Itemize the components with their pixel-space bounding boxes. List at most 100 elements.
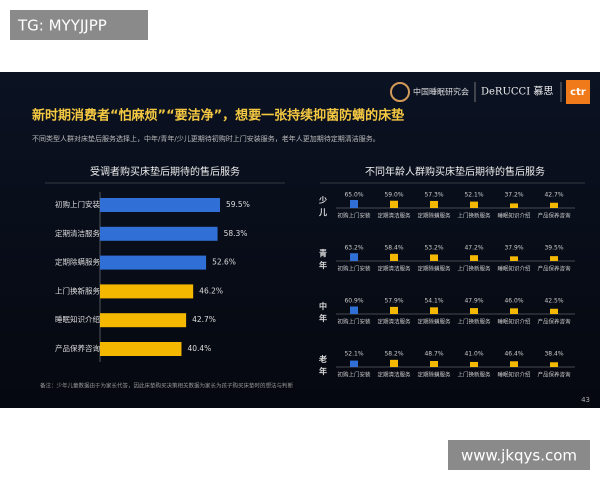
watermark-box: [10, 10, 148, 40]
category-label: 定期清洁服务: [55, 228, 100, 238]
bar: [430, 200, 438, 208]
category-label: 初购上门安装: [55, 199, 100, 209]
value-label: 54.1%: [424, 298, 443, 305]
bar: [350, 200, 358, 208]
bar: [550, 256, 558, 261]
logo: [390, 82, 410, 102]
value-label: 57.3%: [424, 192, 443, 199]
bar: [100, 284, 194, 299]
value-label: 46.4%: [504, 351, 523, 358]
header-brand: DeRUCCI 慕思: [481, 85, 553, 98]
bar: [390, 359, 398, 367]
value-label: 65.0%: [344, 192, 363, 199]
bar: [430, 361, 438, 367]
category-label: 睡眠知识介绍: [497, 371, 531, 379]
category-label: 初购上门安装: [337, 212, 371, 220]
category-label: 睡眠知识介绍: [497, 318, 531, 326]
value-label: 52.1%: [344, 351, 363, 358]
row-label: 老年: [319, 354, 328, 379]
value-label: 39.5%: [544, 245, 563, 252]
value-label: 52.6%: [212, 258, 236, 267]
row-label: 青年: [319, 248, 328, 273]
bar: [100, 313, 187, 328]
value-label: 58.3%: [224, 229, 248, 238]
value-label: 60.9%: [344, 298, 363, 305]
category-label: 定期清洁服务: [377, 212, 411, 220]
value-label: 37.9%: [504, 245, 523, 252]
bar: [550, 308, 558, 314]
category-label: 产品保养咨询: [55, 343, 100, 353]
bar: [550, 362, 558, 367]
value-label: 52.1%: [464, 192, 483, 199]
category-label: 产品保养咨询: [537, 212, 571, 220]
header-badge: ctr: [570, 87, 586, 98]
value-label: 42.7%: [192, 315, 216, 324]
value-label: 42.5%: [544, 298, 563, 305]
bar: [470, 361, 478, 367]
badge: [566, 80, 590, 104]
category-label: 上门换新服务: [457, 212, 491, 220]
bar: [390, 253, 398, 261]
slide-subtitle: 不同类型人群对床垫后服务选择上，中年/青年/少儿更期待初购时上门安装服务，老年人…: [32, 134, 380, 143]
category-label: 产品保养咨询: [537, 371, 571, 379]
value-label: 46.0%: [504, 298, 523, 305]
bar: [470, 201, 478, 208]
value-label: 40.4%: [187, 344, 211, 353]
value-label: 59.5%: [226, 200, 250, 209]
category-label: 产品保养咨询: [537, 265, 571, 273]
bar: [430, 307, 438, 314]
row-label: 少儿: [319, 195, 328, 220]
value-label: 63.2%: [344, 245, 363, 252]
value-label: 59.0%: [384, 192, 403, 199]
bar: [350, 360, 358, 367]
value-label: 42.7%: [544, 192, 563, 199]
bar: [390, 306, 398, 314]
watermark: TG: MYYJJPP: [17, 17, 107, 35]
note: 备注：少年儿童数据由于为家长代答，因此床垫购买决策相关数据为家长为孩子购买床垫时…: [40, 382, 294, 390]
chart-title: 受调者购买床垫后期待的售后服务: [90, 165, 240, 178]
header-org: 中国睡眠研究会: [413, 87, 469, 97]
category-label: 定期清洁服务: [377, 371, 411, 379]
value-label: 58.2%: [384, 351, 403, 358]
bar: [510, 203, 518, 208]
bar: [430, 254, 438, 261]
bar: [100, 255, 207, 270]
chart-title: 不同年龄人群购买床垫后期待的售后服务: [365, 165, 545, 178]
value-label: 53.2%: [424, 245, 443, 252]
value-label: 48.7%: [424, 351, 443, 358]
value-label: 46.2%: [199, 286, 223, 295]
slide-title: 新时期消费者“怕麻烦”“要洁净”，想要一张持续抑菌防螨的床垫: [32, 108, 404, 124]
value-label: 37.2%: [504, 192, 523, 199]
row-label: 中年: [319, 301, 328, 326]
category-label: 上门换新服务: [457, 265, 491, 273]
value-label: 41.0%: [464, 351, 483, 358]
bar: [510, 256, 518, 261]
bar: [100, 342, 182, 356]
category-label: 定期除螨服务: [417, 318, 451, 326]
bar: [550, 202, 558, 208]
category-label: 睡眠知识介绍: [497, 212, 531, 220]
category-label: 定期除螨服务: [417, 212, 451, 220]
bar: [390, 200, 398, 208]
category-label: 上门换新服务: [55, 285, 100, 295]
category-label: 初购上门安装: [337, 265, 371, 273]
bar: [100, 226, 218, 241]
category-label: 产品保养咨询: [537, 318, 571, 326]
category-label: 上门换新服务: [457, 371, 491, 379]
category-label: 睡眠知识介绍: [55, 314, 100, 324]
watermark-box: [448, 440, 590, 470]
value-label: 47.2%: [464, 245, 483, 252]
category-label: 定期清洁服务: [377, 318, 411, 326]
bar: [510, 308, 518, 314]
category-label: 定期除螨服务: [55, 257, 100, 267]
category-label: 定期清洁服务: [377, 265, 411, 273]
category-label: 定期除螨服务: [417, 371, 451, 379]
value-label: 58.4%: [384, 245, 403, 252]
category-label: 上门换新服务: [457, 318, 491, 326]
bar: [100, 198, 220, 212]
category-label: 定期除螨服务: [417, 265, 451, 273]
page-number: 43: [581, 396, 590, 404]
value-label: 57.9%: [384, 298, 403, 305]
